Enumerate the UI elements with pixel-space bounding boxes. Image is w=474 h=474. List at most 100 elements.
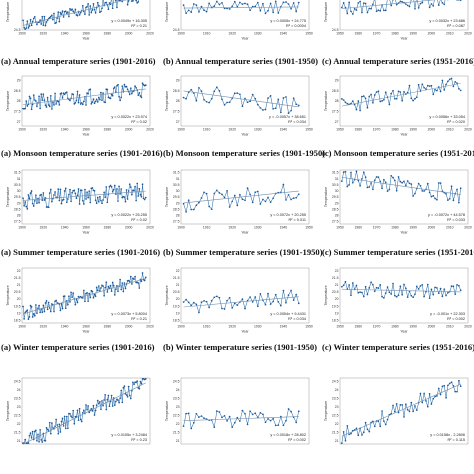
data-point xyxy=(241,298,244,300)
y-tick-label: 31.5 xyxy=(14,171,21,175)
data-point xyxy=(390,293,393,295)
data-point xyxy=(87,405,89,407)
data-point xyxy=(368,95,371,98)
data-point xyxy=(437,182,440,184)
x-tick-label: 1930 xyxy=(254,226,262,230)
data-point xyxy=(430,288,433,291)
trend-equation: y = 0.0022x + 25.255 xyxy=(111,213,147,217)
data-point xyxy=(236,304,239,306)
data-point xyxy=(443,3,446,6)
data-point xyxy=(368,287,371,289)
x-tick-label: 1980 xyxy=(104,128,112,132)
data-point xyxy=(406,408,409,411)
chart-panel-3: 24.5 Temperature 1950 1960 1970 1980 1990 2000 2… xyxy=(322,0,474,66)
data-point xyxy=(348,433,350,436)
data-point xyxy=(119,278,121,281)
y-tick-label: 19 xyxy=(335,311,339,315)
data-point xyxy=(192,3,195,5)
y-tick-label: 24.5 xyxy=(14,380,21,384)
temperature-series-line xyxy=(341,171,461,203)
trend-equation: y = 0.0073x + 5.8004 xyxy=(111,312,147,316)
trend-r-squared: R² = 0.034 xyxy=(288,120,306,124)
y-tick-label: 28 xyxy=(17,99,21,103)
data-point xyxy=(96,289,99,292)
data-point xyxy=(394,294,396,297)
y-tick-label: 28.5 xyxy=(332,89,339,93)
data-point xyxy=(137,1,140,3)
data-point xyxy=(80,420,83,423)
data-point xyxy=(55,418,57,421)
y-tick-label: 24.5 xyxy=(332,28,339,32)
chart-panel-2: 24.5 Temperature 1900 1910 1920 1930 1940 1950 Y… xyxy=(163,0,318,66)
data-point xyxy=(127,385,130,388)
data-point xyxy=(226,299,228,302)
data-point xyxy=(228,206,231,208)
data-point xyxy=(251,5,254,8)
data-point xyxy=(36,23,38,26)
trend-r-squared: R² = 0.23 xyxy=(131,438,147,442)
data-point xyxy=(282,1,285,4)
data-point xyxy=(198,416,200,419)
data-point xyxy=(340,98,343,100)
data-point xyxy=(264,108,267,111)
panel-caption: (a) Annual temperature series (1901-2016… xyxy=(1,56,156,66)
data-point xyxy=(49,310,52,313)
data-point xyxy=(67,427,69,430)
data-point xyxy=(274,107,277,110)
data-point xyxy=(218,411,221,413)
data-point xyxy=(272,417,275,420)
data-point xyxy=(198,201,200,204)
y-tick-label: 27 xyxy=(335,120,339,124)
data-point xyxy=(190,304,193,307)
data-point xyxy=(113,294,116,296)
data-point xyxy=(425,88,427,90)
y-tick-label: 31.5 xyxy=(332,171,339,175)
data-point xyxy=(203,417,205,420)
data-point xyxy=(215,189,218,192)
data-point xyxy=(110,290,113,293)
y-tick-label: 18.5 xyxy=(14,318,21,322)
data-point xyxy=(274,293,277,296)
data-point xyxy=(102,92,104,94)
linear-trend-line xyxy=(23,88,146,106)
plot-frame xyxy=(339,377,469,445)
data-point xyxy=(205,192,208,195)
data-point xyxy=(141,272,144,274)
data-point xyxy=(458,0,460,1)
data-point xyxy=(205,10,208,13)
data-point xyxy=(48,192,51,194)
data-point xyxy=(36,439,38,442)
x-tick-label: 1900 xyxy=(177,128,185,132)
data-point xyxy=(415,96,418,99)
data-point xyxy=(434,395,436,398)
linear-trend-line xyxy=(23,190,146,201)
data-point xyxy=(295,293,298,296)
data-point xyxy=(295,421,298,424)
data-point xyxy=(90,102,93,105)
y-tick-label: 29.5 xyxy=(332,195,339,199)
panel-caption: (c) Summer temperature series (1951-2016… xyxy=(322,247,474,257)
data-point xyxy=(87,92,89,95)
data-point xyxy=(395,403,398,405)
data-point xyxy=(47,206,50,209)
data-point xyxy=(223,414,226,417)
data-point xyxy=(408,84,411,87)
data-point xyxy=(187,412,190,415)
data-point xyxy=(31,316,34,318)
data-point xyxy=(262,413,264,416)
data-point xyxy=(144,377,147,380)
trend-r-squared: R² = 0.002 xyxy=(447,317,465,321)
data-point xyxy=(381,410,383,412)
data-point xyxy=(264,421,267,424)
data-point xyxy=(406,4,409,7)
data-point xyxy=(123,385,126,387)
data-point xyxy=(445,83,447,86)
data-point xyxy=(135,199,137,202)
data-point xyxy=(386,286,389,288)
data-point xyxy=(410,183,413,185)
data-point xyxy=(77,188,80,190)
trend-r-squared: R² = 0.034 xyxy=(288,317,306,321)
data-point xyxy=(236,204,239,207)
chart-panel-15: 24.5 24 23.5 23 22.5 22 21.5 21 Temperature y = 0… xyxy=(324,377,469,445)
data-point xyxy=(403,283,405,286)
